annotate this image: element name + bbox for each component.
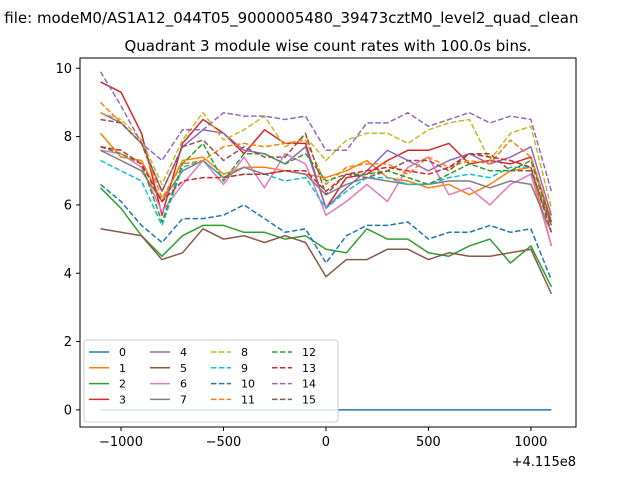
legend-label-12: 12 bbox=[302, 346, 316, 359]
x-axis: −1000 −500 0 500 1000 bbox=[99, 427, 547, 450]
x-tick-label: 0 bbox=[322, 435, 330, 450]
legend-label-14: 14 bbox=[302, 378, 316, 391]
series-line-9 bbox=[100, 159, 553, 233]
y-tick-label: 0 bbox=[64, 403, 72, 418]
legend-label-11: 11 bbox=[241, 393, 255, 406]
x-tick-label: −1000 bbox=[99, 435, 143, 450]
chart-suptitle: n file: modeM0/AS1A12_044T05_9000005480_… bbox=[0, 9, 579, 28]
chart-title: Quadrant 3 module wise count rates with … bbox=[124, 37, 531, 55]
x-tick-label: 500 bbox=[416, 435, 441, 450]
legend-label-13: 13 bbox=[302, 362, 316, 375]
series-line-15 bbox=[100, 118, 553, 226]
y-tick-label: 4 bbox=[64, 267, 72, 282]
series-group bbox=[99, 71, 553, 411]
y-tick-label: 8 bbox=[64, 130, 72, 145]
series-line-8 bbox=[100, 111, 553, 209]
legend-label-10: 10 bbox=[241, 378, 255, 391]
series-line-13 bbox=[100, 146, 553, 233]
x-tick-label: −500 bbox=[206, 435, 242, 450]
legend-label-3: 3 bbox=[119, 393, 126, 406]
legend-label-2: 2 bbox=[119, 378, 126, 391]
y-axis: 0 2 4 6 8 10 bbox=[55, 62, 80, 418]
legend-label-0: 0 bbox=[119, 346, 126, 359]
y-tick-label: 10 bbox=[55, 62, 72, 77]
legend-label-8: 8 bbox=[241, 346, 248, 359]
series-line-2 bbox=[99, 187, 553, 288]
x-tick-label: 1000 bbox=[514, 435, 547, 450]
legend-label-9: 9 bbox=[241, 362, 248, 375]
series-line-11 bbox=[99, 101, 553, 219]
legend-label-15: 15 bbox=[302, 393, 316, 406]
legend-label-4: 4 bbox=[180, 346, 187, 359]
legend-label-6: 6 bbox=[180, 378, 187, 391]
legend-label-5: 5 bbox=[180, 362, 187, 375]
series-line-5 bbox=[100, 228, 553, 295]
y-tick-label: 6 bbox=[64, 198, 72, 213]
series-line-12 bbox=[100, 142, 553, 226]
legend-label-1: 1 bbox=[119, 362, 126, 375]
series-line-14 bbox=[99, 71, 553, 192]
x-axis-offset-label: +4.115e8 bbox=[512, 455, 576, 470]
series-line-6 bbox=[100, 149, 553, 247]
series-line-10 bbox=[100, 183, 553, 281]
legend-label-7: 7 bbox=[180, 393, 187, 406]
legend-box bbox=[83, 339, 339, 423]
y-tick-label: 2 bbox=[64, 335, 72, 350]
axes-spines bbox=[79, 57, 577, 428]
